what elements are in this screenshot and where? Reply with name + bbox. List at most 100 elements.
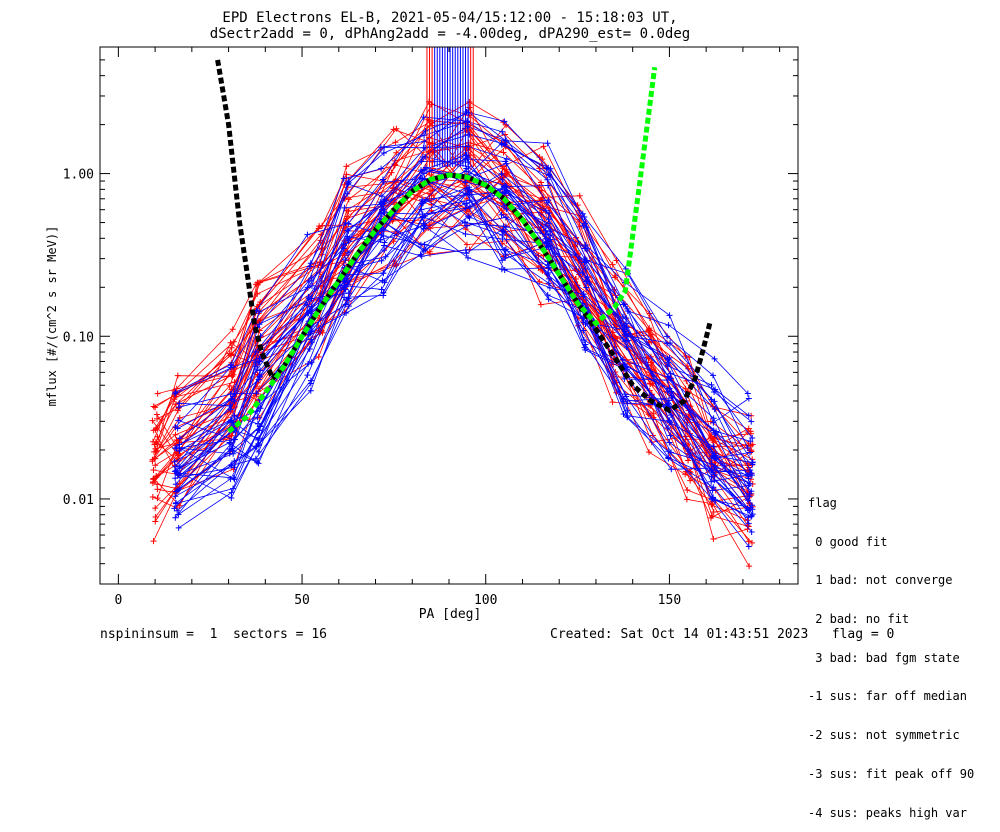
blue-trace-marker xyxy=(256,355,263,362)
red-trace-marker xyxy=(646,310,653,317)
blue-trace-marker xyxy=(172,493,179,500)
blue-trace-marker xyxy=(462,218,469,225)
red-trace-marker xyxy=(609,399,616,406)
blue-trace-marker xyxy=(624,407,631,414)
blue-trace-marker xyxy=(253,390,260,397)
blue-trace-marker xyxy=(381,144,388,151)
blue-trace-marker xyxy=(580,293,587,300)
blue-trace-marker xyxy=(544,199,551,206)
blue-trace-marker xyxy=(172,475,179,482)
blue-trace-marker xyxy=(252,455,259,462)
legend-entry: 0 good fit xyxy=(808,534,888,549)
red-trace-marker xyxy=(537,301,544,308)
blue-trace-marker xyxy=(304,372,311,379)
x-tick-label: 150 xyxy=(658,593,681,608)
blue-trace-marker xyxy=(544,182,551,189)
red-trace-marker xyxy=(226,382,233,389)
red-trace-marker xyxy=(227,339,234,346)
blue-trace-marker xyxy=(667,340,674,347)
red-trace-marker xyxy=(151,455,158,462)
blue-trace-marker xyxy=(421,138,428,145)
blue-trace-marker xyxy=(749,435,756,442)
blue-trace-marker xyxy=(624,412,631,419)
blue-trace-marker xyxy=(231,398,238,405)
red-trace-marker xyxy=(749,539,756,546)
red-trace-marker xyxy=(683,496,690,503)
blue-trace-marker xyxy=(712,465,719,472)
blue-trace-marker xyxy=(380,206,387,213)
blue-trace-marker xyxy=(307,387,314,394)
blue-trace-marker xyxy=(749,459,756,466)
blue-trace-marker xyxy=(254,459,261,466)
blue-trace-marker xyxy=(745,412,752,419)
blue-trace-marker xyxy=(624,337,631,344)
blue-trace-marker xyxy=(379,201,386,208)
blue-trace-marker xyxy=(620,313,627,320)
blue-trace-marker xyxy=(503,187,510,194)
blue-trace-marker xyxy=(228,395,235,402)
red-trace-marker xyxy=(154,415,161,422)
blue-trace-marker xyxy=(343,310,350,317)
x-tick-label: 0 xyxy=(114,593,122,608)
blue-trace-marker xyxy=(744,507,751,514)
red-trace-marker xyxy=(685,457,692,464)
blue-trace-marker xyxy=(420,248,427,255)
red-trace-marker xyxy=(176,502,183,509)
blue-trace-marker xyxy=(545,296,552,303)
blue-traces xyxy=(171,47,756,550)
red-trace-marker xyxy=(390,238,397,245)
axis-ticks: 0 50 100 150 0.01 0.10 1.00 xyxy=(63,47,798,608)
blue-trace-marker xyxy=(713,454,720,461)
red-trace-marker xyxy=(154,441,161,448)
blue-trace-marker xyxy=(465,254,472,261)
blue-trace-line xyxy=(176,215,750,512)
red-trace-marker xyxy=(174,372,181,379)
blue-trace-marker xyxy=(503,206,510,213)
blue-trace-marker xyxy=(668,466,675,473)
red-trace-marker xyxy=(393,125,400,132)
blue-trace-marker xyxy=(579,270,586,277)
red-trace-marker xyxy=(154,390,161,397)
blue-trace-marker xyxy=(231,464,238,471)
blue-trace-marker xyxy=(583,257,590,264)
blue-trace-marker xyxy=(668,449,675,456)
blue-trace-marker xyxy=(501,246,508,253)
blue-trace-marker xyxy=(420,144,427,151)
blue-trace-marker xyxy=(708,478,715,485)
blue-trace-marker xyxy=(228,495,235,502)
red-trace-marker xyxy=(318,231,325,238)
blue-trace-marker xyxy=(502,214,509,221)
blue-trace-marker xyxy=(623,332,630,339)
blue-trace-marker xyxy=(708,473,715,480)
blue-trace-marker xyxy=(582,341,589,348)
blue-trace-marker xyxy=(582,242,589,249)
red-trace-marker xyxy=(226,433,233,440)
blue-trace-marker xyxy=(342,256,349,263)
blue-trace-marker xyxy=(542,207,549,214)
blue-trace-marker xyxy=(664,333,671,340)
red-trace-marker xyxy=(152,448,159,455)
footer-spin-info: nspininsum = 1 sectors = 16 xyxy=(100,627,327,642)
red-trace-marker xyxy=(150,475,157,482)
blue-trace-marker xyxy=(466,204,473,211)
blue-trace-marker xyxy=(499,128,506,135)
blue-trace-marker xyxy=(620,410,627,417)
blue-trace-marker xyxy=(619,356,626,363)
red-trace-marker xyxy=(687,477,694,484)
blue-trace-marker xyxy=(176,435,183,442)
red-trace-marker xyxy=(228,344,235,351)
blue-trace-marker xyxy=(744,471,751,478)
blue-trace-marker xyxy=(253,443,260,450)
blue-trace-marker xyxy=(744,390,751,397)
red-trace-marker xyxy=(646,449,653,456)
blue-trace-marker xyxy=(227,440,234,447)
blue-trace-marker xyxy=(463,168,470,175)
legend-entry: 3 bad: bad fgm state xyxy=(808,650,960,665)
blue-trace-marker xyxy=(710,372,717,379)
red-trace-marker xyxy=(230,365,237,372)
blue-trace-marker xyxy=(466,188,473,195)
blue-trace-marker xyxy=(665,397,672,404)
blue-trace-marker xyxy=(380,292,387,299)
blue-trace-marker xyxy=(462,231,469,238)
y-tick-label: 0.10 xyxy=(63,330,94,345)
